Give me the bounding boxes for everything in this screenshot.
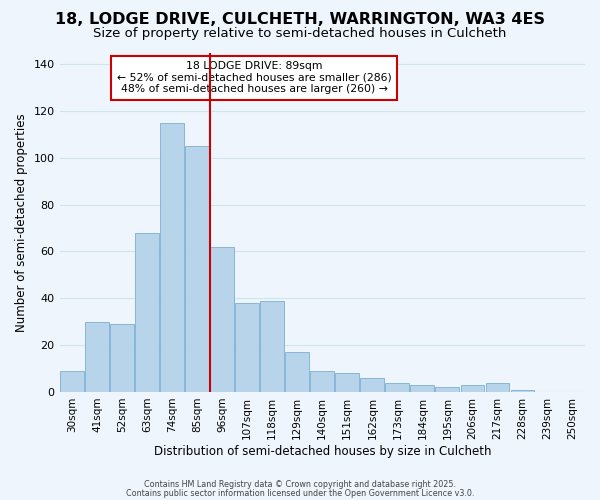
Bar (361, 378, 384, 392)
Bar (235, 303, 259, 392)
Text: Contains HM Land Registry data © Crown copyright and database right 2025.: Contains HM Land Registry data © Crown c… (144, 480, 456, 489)
Bar (60, 371, 84, 392)
Text: 18, LODGE DRIVE, CULCHETH, WARRINGTON, WA3 4ES: 18, LODGE DRIVE, CULCHETH, WARRINGTON, W… (55, 12, 545, 28)
Text: Contains public sector information licensed under the Open Government Licence v3: Contains public sector information licen… (126, 489, 474, 498)
Bar (85, 322, 109, 392)
X-axis label: Distribution of semi-detached houses by size in Culcheth: Distribution of semi-detached houses by … (154, 444, 491, 458)
Bar (511, 390, 535, 392)
Text: 18 LODGE DRIVE: 89sqm
← 52% of semi-detached houses are smaller (286)
48% of sem: 18 LODGE DRIVE: 89sqm ← 52% of semi-deta… (116, 61, 391, 94)
Bar (160, 122, 184, 392)
Bar (436, 388, 459, 392)
Y-axis label: Number of semi-detached properties: Number of semi-detached properties (15, 113, 28, 332)
Bar (461, 385, 484, 392)
Bar (310, 371, 334, 392)
Bar (335, 373, 359, 392)
Bar (210, 247, 234, 392)
Bar (185, 146, 209, 392)
Bar (110, 324, 134, 392)
Text: Size of property relative to semi-detached houses in Culcheth: Size of property relative to semi-detach… (94, 26, 506, 40)
Bar (135, 233, 159, 392)
Bar (260, 300, 284, 392)
Bar (385, 382, 409, 392)
Bar (410, 385, 434, 392)
Bar (485, 382, 509, 392)
Bar (286, 352, 309, 392)
